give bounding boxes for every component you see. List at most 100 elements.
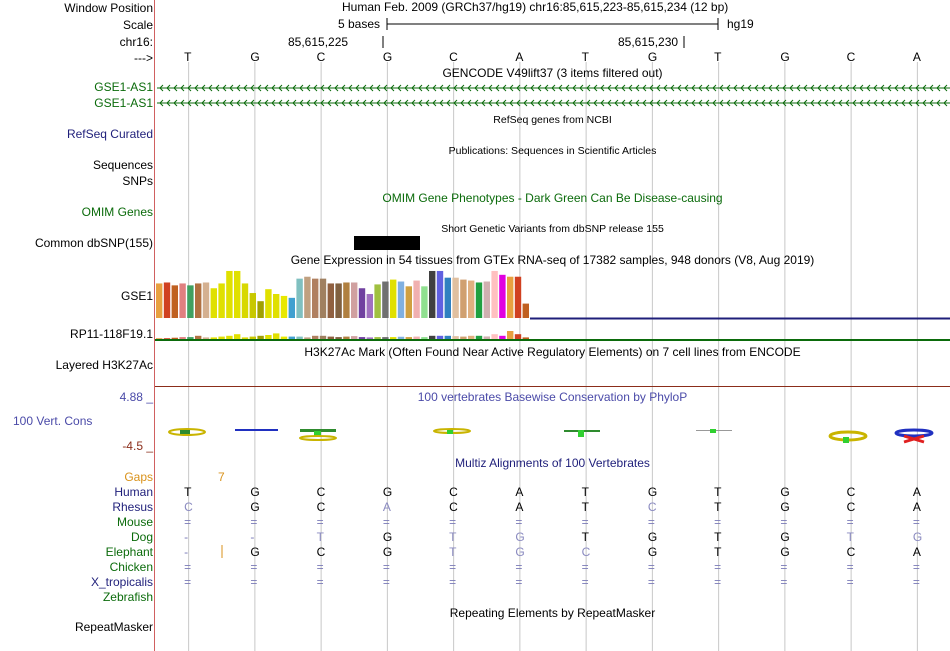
publications-label-snps[interactable]: SNPs [122,174,153,188]
gtex-tissue-bar [382,281,389,318]
aligned-base: = [184,515,192,529]
aligned-base: G [780,500,790,514]
gtex-tissue-bar [358,288,366,318]
aligned-base: = [184,575,192,589]
gtex-tissue-bar [280,295,288,318]
gtex-tissue-bar [273,294,280,318]
h3k27ac-track-title[interactable]: H3K27Ac Mark (Often Found Near Active Re… [304,345,801,359]
gtex-tissue-bar [343,282,350,318]
gtex-tissue-bar [436,335,444,339]
aligned-base: = [515,575,523,589]
gtex-tissue-bar [390,337,397,339]
gtex-tissue-bar [234,334,241,339]
dbsnp-track-label[interactable]: Common dbSNP(155) [34,236,153,250]
gtex-tissue-bar [390,279,397,318]
omim-track-label[interactable]: OMIM Genes [81,205,153,219]
species-label[interactable]: Chicken [109,560,153,574]
conservation-track-label[interactable]: 100 Vert. Cons [13,414,93,428]
aligned-base: G [515,530,525,544]
aligned-base: T [714,530,722,544]
gtex-tissue-bar [351,336,358,339]
aligned-base: G [647,530,658,544]
gtex-track-title[interactable]: Gene Expression in 54 tissues from GTEx … [290,253,815,267]
gtex-tissue-bar [265,335,272,339]
conservation-track-title[interactable]: 100 vertebrates Basewise Conservation by… [417,390,688,404]
gtex-tissue-bar [257,301,264,318]
omim-track-title[interactable]: OMIM Gene Phenotypes - Dark Green Can Be… [382,191,723,205]
base-letter: A [912,50,921,64]
base-letter: C [846,50,856,64]
aligned-base: = [581,575,589,589]
species-label[interactable]: Zebrafish [102,590,153,604]
aligned-base: G [647,545,658,559]
aligned-base: = [515,560,523,574]
gtex-tissue-bar [436,270,444,318]
publications-label-sequences[interactable]: Sequences [92,158,153,172]
aligned-base: = [250,560,258,574]
gtex-gene-label-2[interactable]: RP11-118F19.1 [70,327,153,341]
aligned-base: C [846,485,856,499]
repeatmasker-track-title[interactable]: Repeating Elements by RepeatMasker [449,606,656,620]
h3k27ac-track-label[interactable]: Layered H3K27Ac [55,358,153,372]
aligned-base: = [515,515,523,529]
gtex-tissue-bar [499,335,506,339]
gtex-tissue-bar [319,335,327,339]
aligned-base: T [714,485,722,499]
coord-1: 85,615,225 [288,35,349,49]
gtex-tissue-bar [179,283,186,318]
repeatmasker-track-label[interactable]: RepeatMasker [74,620,153,634]
gtex-tissue-bar [171,285,178,318]
aligned-base: A [912,545,921,559]
gtex-tissue-bar [312,335,319,339]
species-label[interactable]: Rhesus [112,500,153,514]
refseq-track-label[interactable]: RefSeq Curated [66,127,153,141]
gtex-tissue-bar [475,335,483,339]
scale-assembly: hg19 [727,17,754,31]
window-position-label: Window Position [64,1,153,15]
gtex-gene-label-1[interactable]: GSE1 [120,289,153,303]
gtex-tissue-bar [187,337,194,339]
species-label[interactable]: Human [114,485,153,499]
gtex-bar-chart [156,270,529,318]
species-label[interactable]: Dog [130,530,153,544]
gtex-tissue-bar [491,334,498,339]
gtex-tissue-bar [249,336,256,339]
aligned-base: = [780,560,788,574]
aligned-base: G [912,530,923,544]
gtex-tissue-bar [304,337,311,339]
gtex-tissue-bar [491,270,498,318]
species-label[interactable]: Mouse [116,515,153,529]
aligned-base: C [581,545,591,559]
gtex-tissue-bar [483,336,490,339]
aligned-base: = [846,560,854,574]
base-letter: A [515,50,524,64]
publications-track-title[interactable]: Publications: Sequences in Scientific Ar… [448,145,657,157]
gtex-tissue-bar [374,284,381,318]
gtex-tissue-bar [483,281,490,318]
gtex-tissue-bar [507,276,514,318]
refseq-track-title[interactable]: RefSeq genes from NCBI [493,114,612,126]
species-label[interactable]: X_tropicalis [90,575,153,589]
gtex-tissue-bar [171,337,178,339]
aligned-base: - [184,545,189,559]
gtex-tissue-bar [514,276,522,318]
aligned-base: C [184,500,193,514]
aligned-base: = [714,560,722,574]
gencode-item-2[interactable]: GSE1-AS1 [94,96,153,110]
aligned-base: = [714,575,722,589]
aligned-base: = [382,575,390,589]
aligned-base: T [581,530,589,544]
gtex-tissue-bar [210,337,217,339]
gtex-tissue-bar [163,282,171,318]
gtex-tissue-bar [296,278,303,318]
aligned-base: = [647,575,655,589]
gtex-tissue-bar [234,270,241,318]
multiz-track-title[interactable]: Multiz Alignments of 100 Vertebrates [455,456,650,470]
species-label[interactable]: Elephant [105,545,153,559]
gencode-item-1[interactable]: GSE1-AS1 [94,80,153,94]
dbsnp-track-title[interactable]: Short Genetic Variants from dbSNP releas… [441,223,664,235]
aligned-base: G [250,545,260,559]
gtex-tissue-bar [202,337,210,339]
gencode-track-title[interactable]: GENCODE V49lift37 (3 items filtered out) [442,66,663,80]
aligned-base: C [316,500,326,514]
